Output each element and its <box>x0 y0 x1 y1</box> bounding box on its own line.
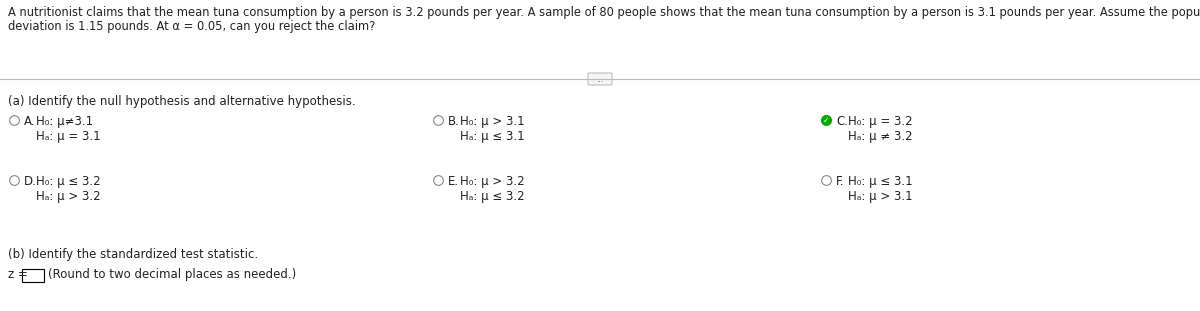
Text: H₀: μ ≤ 3.1: H₀: μ ≤ 3.1 <box>848 175 913 188</box>
Text: Hₐ: μ ≤ 3.1: Hₐ: μ ≤ 3.1 <box>460 130 524 143</box>
Text: Hₐ: μ ≤ 3.2: Hₐ: μ ≤ 3.2 <box>460 190 524 203</box>
Text: A.: A. <box>24 115 36 128</box>
Text: A nutritionist claims that the mean tuna consumption by a person is 3.2 pounds p: A nutritionist claims that the mean tuna… <box>8 6 1200 19</box>
Text: ...: ... <box>596 75 604 83</box>
Text: z =: z = <box>8 268 28 281</box>
Text: D.: D. <box>24 175 37 188</box>
Text: (b) Identify the standardized test statistic.: (b) Identify the standardized test stati… <box>8 248 258 261</box>
FancyBboxPatch shape <box>22 269 44 282</box>
Text: Hₐ: μ = 3.1: Hₐ: μ = 3.1 <box>36 130 101 143</box>
Text: E.: E. <box>448 175 460 188</box>
Text: H₀: μ≠3.1: H₀: μ≠3.1 <box>36 115 94 128</box>
Text: deviation is 1.15 pounds. At α = 0.05, can you reject the claim?: deviation is 1.15 pounds. At α = 0.05, c… <box>8 20 376 33</box>
Text: C.: C. <box>836 115 848 128</box>
Text: H₀: μ > 3.2: H₀: μ > 3.2 <box>460 175 524 188</box>
Text: B.: B. <box>448 115 460 128</box>
Text: Hₐ: μ > 3.1: Hₐ: μ > 3.1 <box>848 190 913 203</box>
Text: Hₐ: μ ≠ 3.2: Hₐ: μ ≠ 3.2 <box>848 130 913 143</box>
Text: F.: F. <box>836 175 845 188</box>
Text: ✓: ✓ <box>823 115 829 124</box>
FancyBboxPatch shape <box>588 73 612 85</box>
Text: H₀: μ ≤ 3.2: H₀: μ ≤ 3.2 <box>36 175 101 188</box>
Text: (a) Identify the null hypothesis and alternative hypothesis.: (a) Identify the null hypothesis and alt… <box>8 95 355 108</box>
Text: Hₐ: μ > 3.2: Hₐ: μ > 3.2 <box>36 190 101 203</box>
Text: (Round to two decimal places as needed.): (Round to two decimal places as needed.) <box>48 268 296 281</box>
Text: H₀: μ = 3.2: H₀: μ = 3.2 <box>848 115 913 128</box>
Text: H₀: μ > 3.1: H₀: μ > 3.1 <box>460 115 524 128</box>
